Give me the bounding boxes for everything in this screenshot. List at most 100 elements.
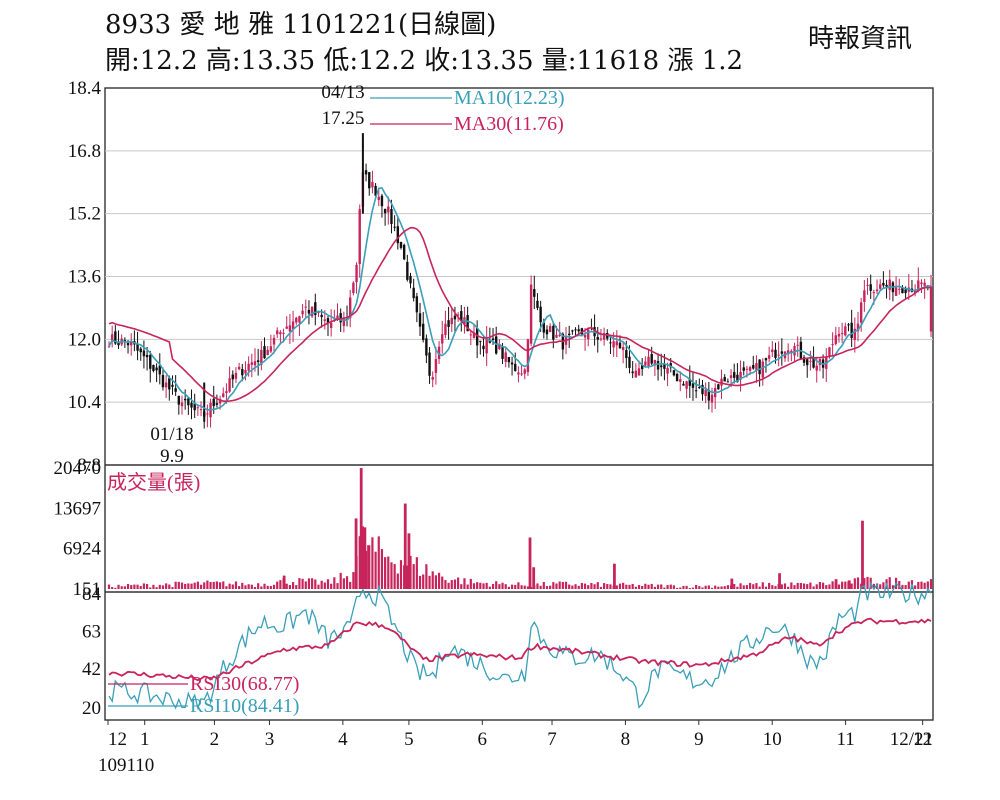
month-label: 12 — [108, 729, 127, 750]
volume-bar — [441, 576, 444, 589]
volume-bar — [253, 587, 257, 589]
volume-bar — [374, 551, 377, 589]
volume-bar — [577, 585, 580, 589]
price-tick-label: 18.4 — [68, 78, 102, 99]
rsi-tick-label: 84 — [82, 584, 102, 605]
candle-body — [488, 340, 492, 343]
candle-body — [742, 367, 745, 371]
candle-body — [840, 332, 844, 334]
volume-bar — [802, 583, 806, 589]
volume-bar — [564, 581, 568, 589]
volume-bar — [434, 575, 437, 589]
volume-bar — [656, 584, 660, 589]
volume-bar — [637, 585, 641, 589]
volume-bar — [352, 572, 355, 589]
candle-body — [545, 329, 549, 335]
volume-bar — [333, 577, 336, 589]
volume-bar — [469, 578, 472, 589]
candle-body — [158, 365, 161, 375]
volume-bar — [593, 584, 596, 589]
candle-body — [717, 384, 720, 390]
candle-body — [621, 347, 625, 351]
month-label: 4 — [338, 729, 348, 750]
volume-bar — [203, 582, 206, 589]
candle-body — [812, 357, 815, 368]
volume-bar — [666, 585, 669, 589]
volume-bar — [872, 583, 875, 589]
volume-bar — [431, 571, 434, 589]
candle-body — [358, 209, 361, 264]
volume-bar — [291, 582, 295, 589]
volume-bar — [555, 583, 558, 589]
candle-body — [396, 226, 400, 244]
candle-body — [729, 375, 733, 379]
volume-tick-label: 20470 — [54, 458, 102, 479]
rsi10-line — [108, 581, 932, 711]
volume-bar — [691, 587, 695, 589]
volume-bar-spike — [282, 575, 286, 589]
candle-body — [168, 378, 171, 390]
candle-body — [482, 345, 485, 350]
volume-bar — [748, 582, 752, 589]
volume-bar — [215, 581, 219, 589]
volume-bar — [409, 555, 412, 589]
volume-bar — [647, 584, 650, 589]
candle-body — [882, 282, 885, 286]
candle-body — [542, 322, 546, 333]
candle-body — [898, 288, 901, 290]
candle-body — [529, 284, 533, 344]
volume-bar — [771, 585, 774, 589]
candle-body — [752, 365, 755, 369]
candle-body — [107, 346, 111, 348]
volume-bar — [510, 584, 514, 589]
volume-bar — [123, 586, 126, 589]
candle-body — [291, 321, 295, 330]
candle-body — [653, 360, 657, 366]
volume-bar — [641, 586, 644, 589]
volume-bar — [669, 584, 672, 589]
candle-body — [888, 279, 891, 290]
candle-body — [628, 356, 631, 368]
volume-bar — [117, 584, 120, 589]
rsi-tick-label: 63 — [82, 621, 101, 642]
candle-body — [533, 289, 536, 297]
month-label: 9 — [694, 729, 704, 750]
candle-body — [650, 354, 653, 364]
volume-bar — [650, 583, 653, 589]
candle-body — [441, 334, 444, 344]
candle-body — [161, 375, 165, 388]
candle-body — [114, 331, 117, 344]
volume-bar — [539, 585, 542, 589]
candle-body — [723, 376, 726, 382]
candle-body — [466, 315, 469, 332]
candle-body — [574, 329, 577, 331]
candle-body — [901, 287, 904, 294]
candle-body — [234, 372, 238, 379]
volume-bar — [634, 586, 637, 589]
candle-body — [269, 346, 273, 352]
month-label: 11 — [836, 729, 854, 750]
candle-body — [571, 330, 574, 332]
price-tick-label: 8.8 — [77, 455, 101, 476]
candle-body — [434, 359, 438, 373]
candle-body — [847, 324, 850, 326]
candle-body — [136, 343, 139, 351]
end-date-label: 12/21 — [890, 729, 933, 750]
volume-bar — [863, 578, 866, 589]
volume-bar — [238, 586, 241, 589]
volume-bar — [193, 582, 196, 589]
volume-bar — [136, 584, 139, 589]
candle-body — [777, 354, 780, 356]
candle-body — [602, 332, 606, 340]
volume-bar-spike — [528, 537, 532, 589]
candle-body — [237, 366, 241, 370]
candle-body — [317, 311, 320, 314]
volume-bar — [472, 583, 476, 589]
volume-bar — [336, 583, 339, 589]
volume-bar — [349, 581, 352, 589]
candle-body — [352, 282, 355, 294]
candle-body — [310, 306, 314, 317]
volume-bar — [158, 584, 161, 589]
volume-bar — [288, 584, 292, 589]
